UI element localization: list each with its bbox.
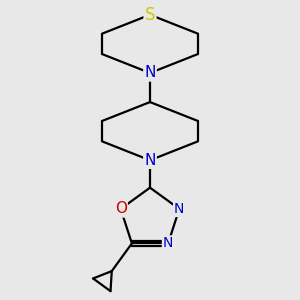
Text: N: N	[174, 202, 184, 216]
Text: O: O	[115, 202, 127, 217]
Text: N: N	[144, 65, 156, 80]
Text: S: S	[145, 6, 155, 24]
Text: N: N	[163, 236, 173, 250]
Text: N: N	[144, 153, 156, 168]
